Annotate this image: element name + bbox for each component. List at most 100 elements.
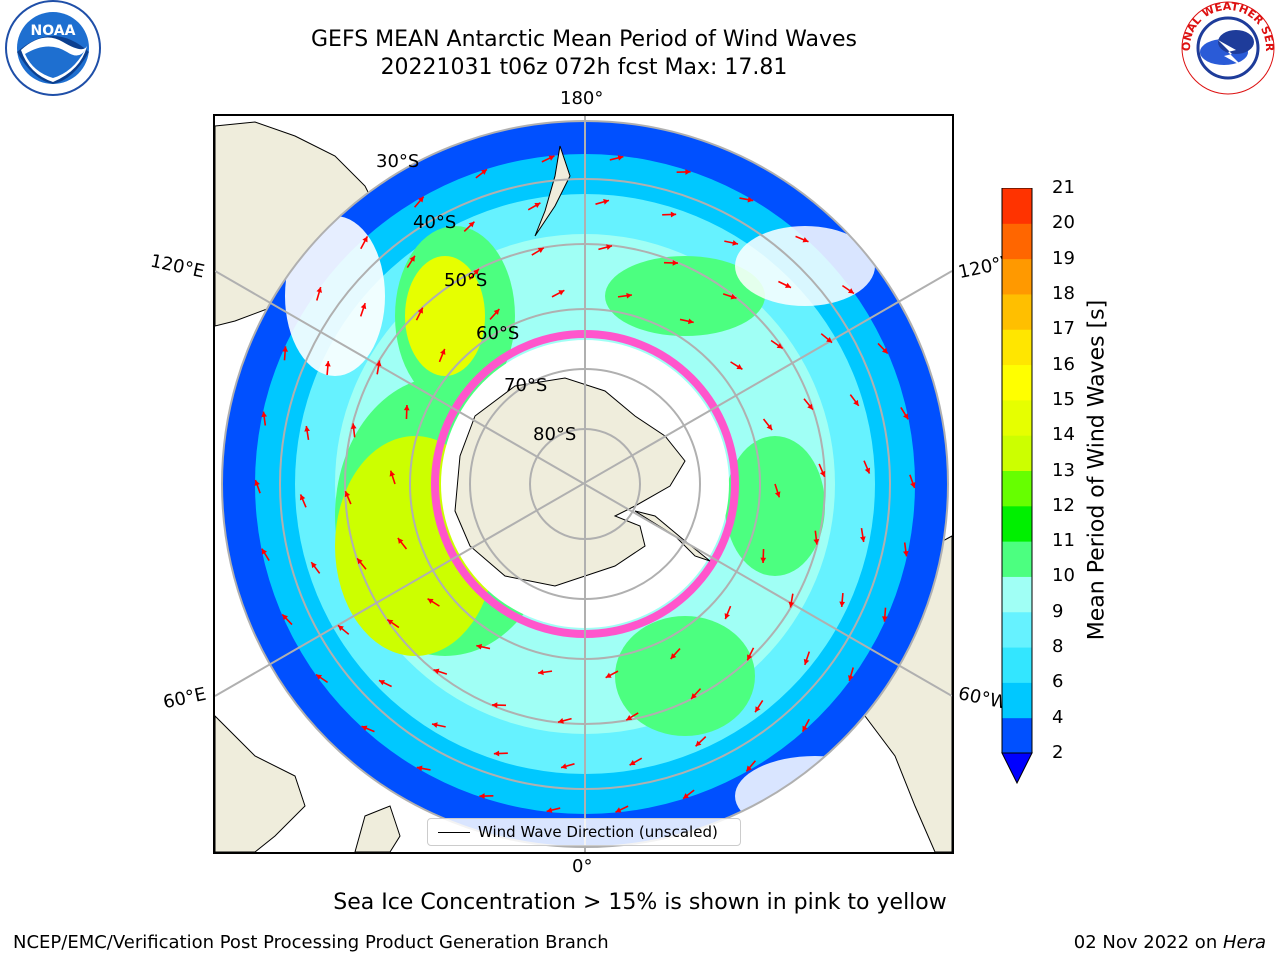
colorbar-bin <box>1002 682 1032 719</box>
svg-text:NOAA: NOAA <box>31 23 76 39</box>
wave-arrow-head <box>826 337 833 343</box>
wave-arrow-head <box>261 411 268 418</box>
wave-arrow-head <box>479 793 485 799</box>
colorbar-tick-label: 19 <box>1052 247 1075 269</box>
colorbar-tick-label: 20 <box>1052 212 1075 234</box>
wave-arrow-head <box>617 155 624 161</box>
footer-date: 02 Nov 2022 on <box>1073 932 1223 953</box>
colorbar-tick-label: 13 <box>1052 459 1075 481</box>
wave-arrow-head <box>546 807 553 813</box>
colorbar-bin <box>1002 293 1032 330</box>
colorbar-tick-label: 2 <box>1052 742 1064 763</box>
graticule <box>215 116 952 852</box>
wave-arrow-head <box>299 494 306 501</box>
colorbar-outline <box>1001 187 1033 754</box>
wave-arrow-head <box>431 722 438 728</box>
wave-arrow-head <box>746 765 752 772</box>
legend-line <box>438 832 470 833</box>
colorbar-bin <box>1002 223 1032 260</box>
wave-arrow-head <box>492 702 498 708</box>
wave-arrow-head <box>357 558 363 565</box>
wave-arrow-head <box>615 807 622 813</box>
wave-arrow-head <box>732 240 739 246</box>
colorbar-bin <box>1002 576 1032 613</box>
wave-arrow-head <box>853 399 859 406</box>
colorbar-bin <box>1002 399 1032 436</box>
wave-arrow-head <box>304 426 310 432</box>
wave-arrow-head <box>389 470 396 477</box>
wave-arrow-head <box>360 303 367 310</box>
wave-arrow-head <box>755 706 761 713</box>
colorbar-bin <box>1002 647 1032 683</box>
wave-arrow-head <box>848 675 854 681</box>
wave-arrow-head <box>324 361 331 367</box>
wave-arrow-head <box>350 423 357 429</box>
wave-arrow-head <box>629 760 636 766</box>
new-zealand-land <box>534 145 571 237</box>
wave-arrow-head <box>409 255 415 262</box>
wave-arrow-head <box>397 537 404 544</box>
wave-arrow-head <box>606 244 612 250</box>
nws-logo: NATIONAL WEATHER SERVICE <box>1173 0 1278 100</box>
noaa-logo: NOAA <box>3 0 103 100</box>
wave-arrow-head <box>282 346 289 352</box>
wave-arrow-head <box>603 199 609 205</box>
wave-arrow-head <box>819 470 826 477</box>
wave-arrow-head <box>316 287 322 293</box>
colorbar-tick-label: 12 <box>1052 494 1075 516</box>
wave-arrow-head <box>902 550 909 557</box>
wave-arrow-head <box>802 237 809 243</box>
lon-label-120e: 120°E <box>148 250 207 283</box>
wave-arrow-head <box>910 482 916 488</box>
wave-arrow-head <box>774 491 781 498</box>
wave-arrow-head <box>860 536 866 542</box>
wave-arrow-head <box>493 309 500 315</box>
legend-label: Wind Wave Direction (unscaled) <box>478 823 718 841</box>
colorbar-tick-label: 18 <box>1052 282 1075 304</box>
lat-label-30s: 30°S <box>376 151 420 172</box>
wave-arrow-head <box>848 288 854 294</box>
wave-arrow-head <box>776 343 783 349</box>
colorbar-bin <box>1002 505 1032 542</box>
wave-arrow-head <box>785 282 792 288</box>
wave-arrow-head <box>747 196 754 203</box>
colorbar-tick-label: 16 <box>1052 353 1075 375</box>
map-subtitle: 20221031 t06z 072h fcst Max: 17.81 <box>380 55 788 80</box>
lon-label-0: 0° <box>572 856 593 877</box>
wave-arrow-head <box>670 653 677 659</box>
wave-arrow-head <box>902 413 909 420</box>
wave-arrow-head <box>476 643 483 650</box>
wave-arrow-head <box>337 625 344 631</box>
colorbar-bin <box>1002 329 1032 366</box>
colorbar-bin <box>1002 188 1032 224</box>
wave-arrow-head <box>416 765 423 772</box>
wave-arrow-head <box>311 562 317 569</box>
sea-ice-note: Sea Ice Concentration > 15% is shown in … <box>333 890 947 915</box>
wave-arrow-head <box>344 491 351 498</box>
colorbar-bin <box>1002 435 1032 471</box>
lat-label-80s: 80°S <box>533 424 577 445</box>
wave-arrow-head <box>788 601 795 608</box>
wave-arrow-head <box>724 613 730 620</box>
colorbar-label: Mean Period of Wind Waves [s] <box>1084 299 1110 641</box>
wave-arrow-head <box>534 202 541 208</box>
wave-arrow-head <box>730 293 737 300</box>
wave-arrow-head <box>361 725 368 731</box>
colorbar-tick-label: 9 <box>1052 600 1064 622</box>
colorbar-bin <box>1002 364 1032 401</box>
colorbar-extend-triangle <box>1001 752 1033 785</box>
colorbar-tick-label: 21 <box>1052 177 1075 198</box>
wave-arrow-head <box>362 236 368 243</box>
wave-arrow-head <box>760 557 767 563</box>
wave-arrow-head <box>261 548 268 555</box>
lon-label-180: 180° <box>560 88 604 109</box>
wave-arrow-head <box>548 155 555 161</box>
wave-arrow-head <box>561 763 567 769</box>
footer-host: Hera <box>1222 932 1266 953</box>
wave-arrow-head <box>433 668 440 675</box>
wave-direction-arrows <box>254 155 916 813</box>
colorbar-tick-label: 11 <box>1052 530 1075 552</box>
wave-arrow-head <box>387 619 394 625</box>
wave-arrow-head <box>493 750 500 757</box>
wave-arrow-head <box>687 318 694 325</box>
